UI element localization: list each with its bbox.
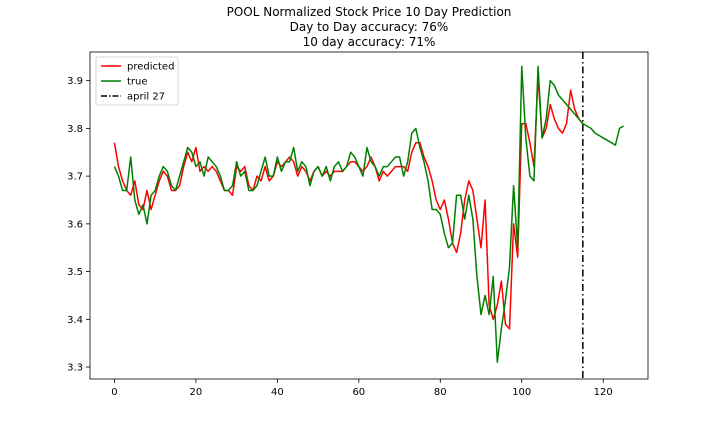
- x-axis: 0 20 40 60 80 100 120: [111, 379, 613, 398]
- chart-title-line-1: POOL Normalized Stock Price 10 Day Predi…: [227, 5, 512, 19]
- y-tick-label: 3.9: [67, 76, 83, 87]
- series-line-true: [113, 65, 624, 364]
- x-tick-label: 20: [190, 387, 203, 398]
- x-tick-label: 40: [271, 387, 284, 398]
- legend: predicted true april 27: [95, 56, 179, 106]
- x-tick-label: 100: [512, 387, 531, 398]
- legend-label-true: true: [127, 77, 148, 88]
- legend-label-predicted: predicted: [127, 62, 174, 73]
- y-tick-label: 3.8: [67, 124, 83, 135]
- x-tick-label: 0: [111, 387, 117, 398]
- x-tick-label: 120: [594, 387, 613, 398]
- y-tick-label: 3.3: [67, 363, 83, 374]
- chart-title-line-2: Day to Day accuracy: 76%: [290, 20, 449, 34]
- y-tick-label: 3.5: [67, 267, 83, 278]
- x-tick-label: 80: [434, 387, 447, 398]
- y-tick-label: 3.4: [67, 315, 83, 326]
- chart-title-line-3: 10 day accuracy: 71%: [303, 35, 436, 49]
- plot-area: [113, 52, 624, 379]
- legend-box: [95, 56, 179, 106]
- axes-frame: [89, 51, 649, 380]
- y-tick-label: 3.6: [67, 219, 83, 230]
- series-line-predicted: [113, 75, 584, 330]
- y-axis: 3.3 3.4 3.5 3.6 3.7 3.8 3.9: [67, 76, 90, 374]
- x-tick-label: 60: [352, 387, 365, 398]
- legend-label-april-27: april 27: [127, 92, 165, 103]
- y-tick-label: 3.7: [67, 172, 83, 183]
